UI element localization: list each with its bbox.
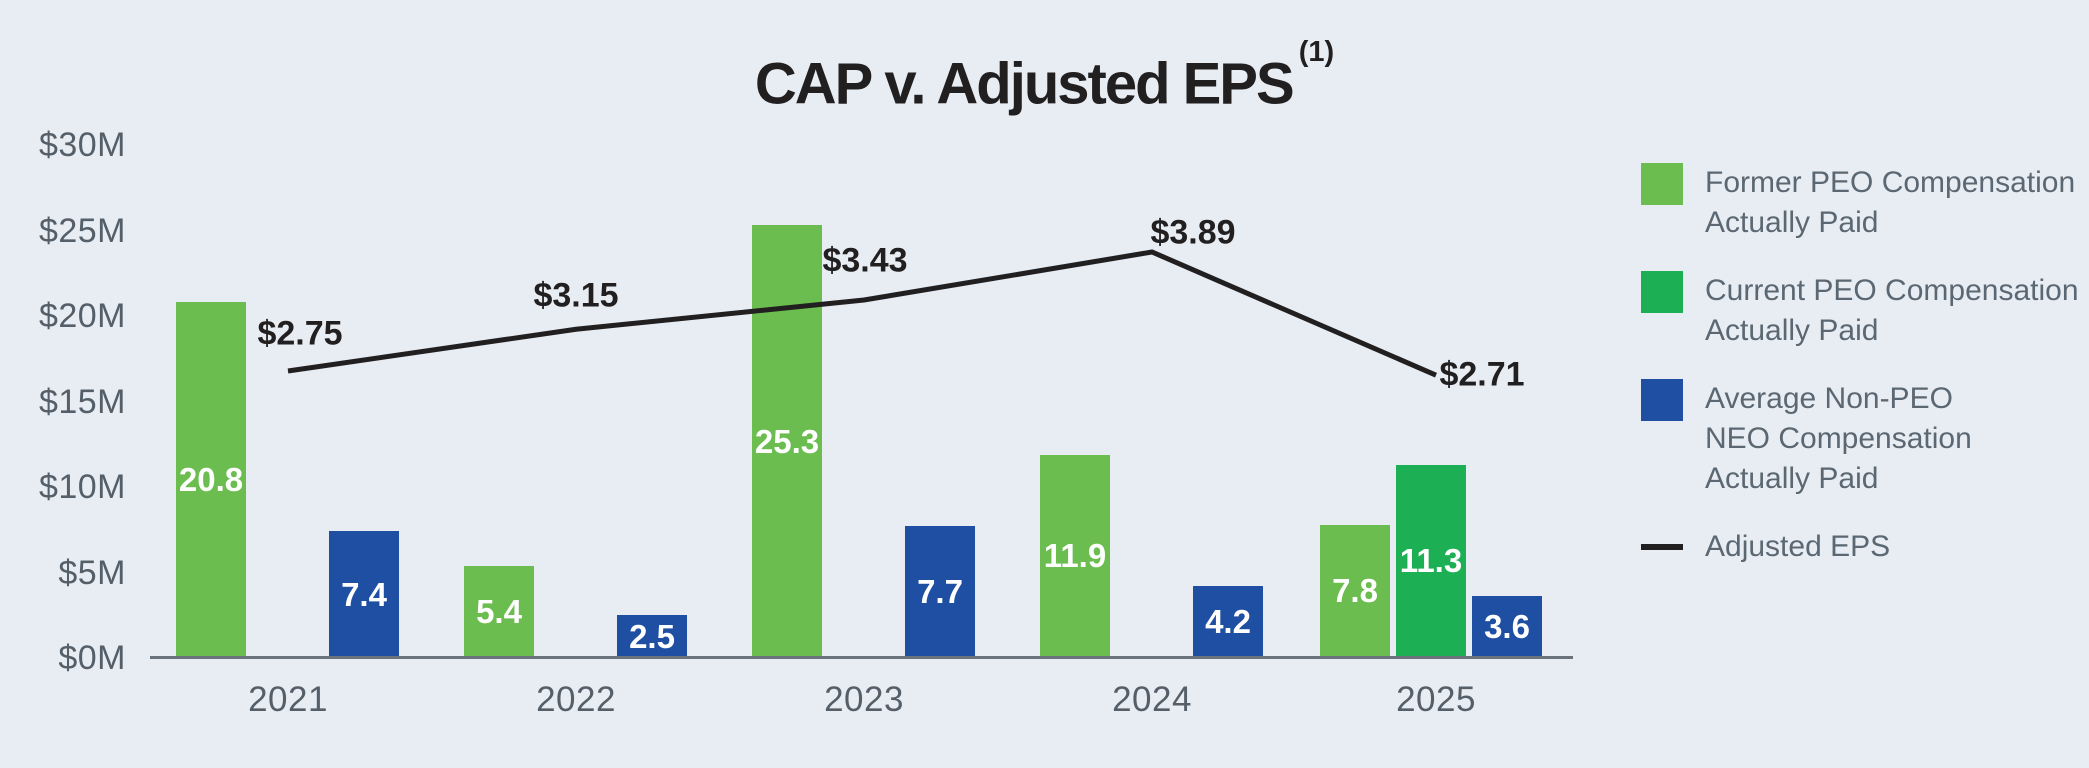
- legend-item: Average Non-PEO NEO Compensation Actually …: [1641, 379, 2079, 499]
- chart-title-text: CAP v. Adjusted EPS: [754, 51, 1295, 117]
- y-tick-label: $0M: [58, 639, 126, 677]
- legend: Former PEO Compensation Actually Paid Curr…: [1641, 163, 2079, 567]
- bar-non-peo-neo-2021: 7.4: [329, 531, 399, 658]
- bar-non-peo-neo-2025: 3.6: [1472, 596, 1542, 658]
- legend-label: Average Non-PEO NEO Compensation Actually …: [1705, 382, 1972, 495]
- bar-value-label: 25.3: [754, 422, 820, 460]
- legend-item: Adjusted EPS: [1641, 527, 2079, 567]
- chart-title: CAP v. Adjusted EPS (1): [0, 36, 2089, 117]
- y-tick-label: $30M: [38, 126, 126, 164]
- y-tick-label: $25M: [38, 211, 126, 250]
- bar-former-peo-2024: 11.9: [1040, 454, 1110, 658]
- legend-color-swatch: [1641, 379, 1683, 421]
- y-tick-label: $5M: [58, 553, 126, 592]
- bar-current-peo-2025: 11.3: [1396, 464, 1466, 658]
- bar-former-peo-2025: 7.8: [1320, 524, 1390, 658]
- legend-label: Current PEO Compensation Actually Paid: [1705, 274, 2079, 347]
- bar-non-peo-neo-2022: 2.5: [617, 615, 687, 658]
- legend-label: Adjusted EPS: [1705, 530, 1891, 563]
- eps-point-label: $3.89: [1150, 213, 1236, 252]
- eps-point-label: $2.71: [1439, 355, 1525, 394]
- y-tick-label: $20M: [38, 297, 126, 335]
- bar-value-label: 3.6: [1484, 608, 1530, 646]
- legend-item: Current PEO Compensation Actually Paid: [1641, 271, 2079, 351]
- x-axis-line: [150, 656, 1573, 659]
- bar-value-label: 4.2: [1205, 603, 1251, 641]
- x-tick-label: 2022: [536, 680, 616, 719]
- bar-non-peo-neo-2023: 7.7: [905, 526, 975, 658]
- bar-value-label: 7.8: [1332, 572, 1378, 610]
- legend-item: Former PEO Compensation Actually Paid: [1641, 163, 2079, 243]
- bar-value-label: 7.4: [341, 575, 387, 613]
- x-tick-label: 2023: [824, 680, 904, 719]
- bar-former-peo-2021: 20.8: [176, 302, 246, 658]
- eps-point-label: $3.43: [822, 241, 908, 280]
- x-tick-label: 2024: [1112, 680, 1192, 719]
- legend-line-swatch: [1641, 544, 1683, 550]
- eps-line: [287, 249, 1437, 378]
- y-tick-label: $15M: [38, 382, 126, 421]
- bar-former-peo-2023: 25.3: [752, 225, 822, 658]
- eps-point-label: $2.75: [257, 314, 343, 353]
- legend-label: Former PEO Compensation Actually Paid: [1705, 166, 2076, 239]
- chart-title-footnote-marker: (1): [1298, 36, 1335, 68]
- y-tick-label: $10M: [38, 468, 126, 506]
- bar-former-peo-2022: 5.4: [464, 565, 534, 658]
- legend-color-swatch: [1641, 271, 1683, 313]
- bar-value-label: 11.9: [1043, 537, 1107, 575]
- x-tick-label: 2025: [1396, 680, 1476, 719]
- eps-point-label: $3.15: [533, 276, 619, 315]
- bar-value-label: 7.7: [917, 573, 963, 611]
- bar-non-peo-neo-2024: 4.2: [1193, 586, 1263, 658]
- x-tick-label: 2021: [248, 680, 328, 719]
- bar-value-label: 11.3: [1399, 542, 1463, 580]
- legend-color-swatch: [1641, 163, 1683, 205]
- bar-value-label: 2.5: [629, 617, 675, 655]
- bar-value-label: 5.4: [476, 592, 522, 630]
- bar-value-label: 20.8: [178, 461, 244, 499]
